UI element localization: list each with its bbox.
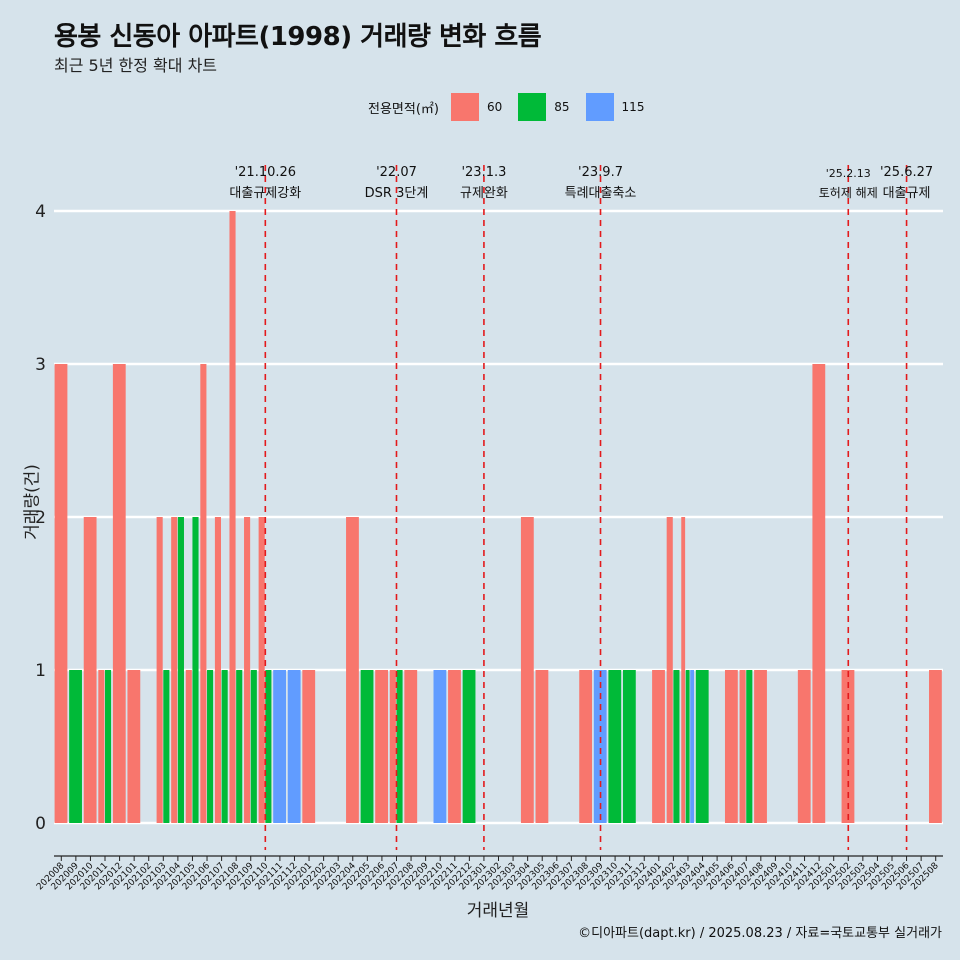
bar-60-202403 <box>681 517 686 823</box>
bar-60-202204 <box>346 517 359 823</box>
page-subtitle: 최근 5년 한정 확대 차트 <box>54 56 218 75</box>
bar-60-202008 <box>54 364 68 823</box>
bar-85-202105 <box>192 517 199 823</box>
bar-60-202110 <box>258 517 265 823</box>
event-date-202207: '22.07 <box>376 165 417 180</box>
bar-60-202304 <box>520 517 534 823</box>
bar-60-202206 <box>375 670 389 823</box>
y-tick-label: 3 <box>35 355 46 375</box>
bar-60-202010 <box>83 517 97 823</box>
bar-60-202011 <box>98 670 105 823</box>
bar-60-202104 <box>171 517 178 823</box>
bar-60-202107 <box>214 517 221 823</box>
bar-60-202402 <box>666 517 673 823</box>
event-label-202502: 토허제 해제 <box>819 186 878 200</box>
bar-60-202411 <box>797 670 811 823</box>
bar-85-202212 <box>462 670 476 823</box>
event-date-202110: '21.10.26 <box>235 165 296 180</box>
bar-85-202402 <box>673 670 680 823</box>
legend-swatch-85 <box>518 93 547 121</box>
bar-85-202103 <box>163 670 170 823</box>
bar-115-202112 <box>287 670 301 823</box>
bar-85-202108 <box>236 670 243 823</box>
bar-60-202508 <box>929 670 942 823</box>
event-label-202207: DSR 3단계 <box>365 186 429 201</box>
bar-85-202011 <box>105 670 112 823</box>
bar-115-202210 <box>433 670 447 823</box>
bar-60-202211 <box>448 670 461 823</box>
y-tick-label: 0 <box>35 814 46 834</box>
bar-85-202205 <box>360 670 374 823</box>
legend-item-115: 115 <box>585 93 645 121</box>
event-date-202506: '25.6.27 <box>880 165 933 180</box>
legend-item-85: 85 <box>518 93 570 121</box>
y-tick-label: 2 <box>35 508 46 528</box>
legend-title: 전용면적(㎡) <box>368 101 439 117</box>
bar-60-202406 <box>724 670 738 823</box>
bar-60-202101 <box>127 670 141 823</box>
bar-60-202108 <box>229 211 236 823</box>
legend-swatch-115 <box>585 93 614 121</box>
legend-label-60: 60 <box>486 100 503 114</box>
bar-60-202105 <box>185 670 192 823</box>
bar-85-202404 <box>695 670 709 823</box>
bar-60-202308 <box>579 670 593 823</box>
bar-60-202106 <box>200 364 207 823</box>
bar-60-202412 <box>812 364 826 823</box>
y-tick-label: 4 <box>35 202 46 222</box>
x-axis-title: 거래년월 <box>466 901 530 921</box>
event-label-202110: 대출규제강화 <box>229 186 301 201</box>
bar-85-202407 <box>746 670 753 823</box>
bar-85-202110 <box>265 670 272 823</box>
event-date-202301: '23.1.3 <box>461 165 506 180</box>
bar-85-202403 <box>685 670 690 823</box>
y-axis-title: 거래량(건) <box>22 464 43 540</box>
bar-60-202401 <box>652 670 665 823</box>
bar-85-202009 <box>69 670 82 823</box>
event-date-202309: '23.9.7 <box>578 165 623 180</box>
bar-60-202305 <box>535 670 549 823</box>
page-title: 용봉 신동아 아파트(1998) 거래량 변화 흐름 <box>54 22 542 52</box>
bar-60-202109 <box>244 517 251 823</box>
bar-60-202103 <box>156 517 163 823</box>
bar-60-202201 <box>302 670 316 823</box>
bar-85-202310 <box>608 670 622 823</box>
legend-label-115: 115 <box>621 100 645 114</box>
legend-label-85: 85 <box>554 100 570 114</box>
event-label-202309: 특례대출축소 <box>565 186 637 201</box>
y-tick-label: 1 <box>35 661 46 681</box>
bar-60-202207 <box>389 670 396 823</box>
bar-115-202309 <box>593 670 607 823</box>
bar-85-202107 <box>221 670 228 823</box>
bar-60-202502 <box>841 670 855 823</box>
event-label-202506: 대출규제 <box>883 186 931 201</box>
caption: ©디아파트(dapt.kr) / 2025.08.23 / 자료=국토교통부 실… <box>578 926 942 941</box>
bar-60-202407 <box>739 670 746 823</box>
bar-85-202311 <box>622 670 636 823</box>
legend-swatch-60 <box>450 93 479 121</box>
legend-item-60: 60 <box>450 93 503 121</box>
bar-85-202109 <box>250 670 257 823</box>
bar-60-202208 <box>404 670 418 823</box>
bar-85-202207 <box>396 670 403 823</box>
bar-60-202012 <box>112 364 126 823</box>
bar-115-202403 <box>690 670 695 823</box>
event-label-202301: 규제완화 <box>460 186 508 201</box>
bar-115-202111 <box>273 670 286 823</box>
event-date-202502: '25.2.13 <box>826 167 871 180</box>
bar-85-202106 <box>207 670 214 823</box>
bar-60-202408 <box>754 670 767 823</box>
bar-85-202104 <box>177 517 184 823</box>
legend: 전용면적(㎡) 60 85 115 <box>368 93 652 121</box>
